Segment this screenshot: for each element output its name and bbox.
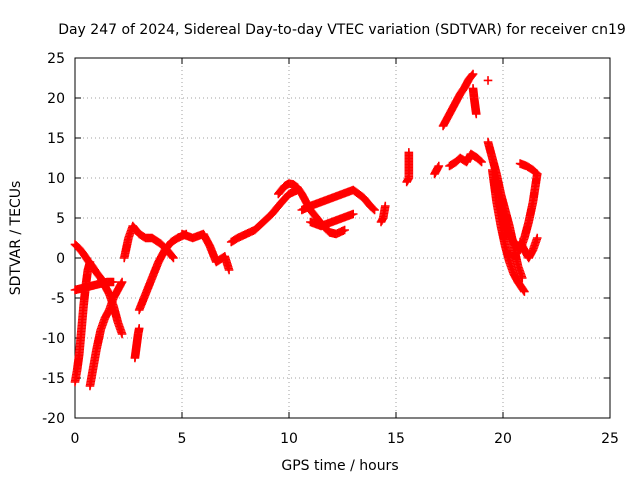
x-axis-label: GPS time / hours <box>281 458 398 474</box>
data-point <box>531 168 541 178</box>
chart-title: Day 247 of 2024, Sidereal Day-to-day VTE… <box>58 22 626 38</box>
data-point <box>134 324 144 333</box>
data-point <box>348 209 358 219</box>
data-point <box>340 225 349 235</box>
data-point <box>381 201 390 211</box>
data-point <box>476 156 485 166</box>
x-tick-label: 20 <box>494 431 512 447</box>
y-axis-label: SDTVAR / TECUs <box>8 181 24 296</box>
data-point <box>85 257 95 267</box>
data-point <box>471 109 481 119</box>
y-tick-label: 10 <box>47 171 65 187</box>
plot-frame <box>74 57 611 419</box>
data-point <box>370 205 379 215</box>
y-tick-label: 20 <box>47 91 65 107</box>
data-point <box>404 148 414 157</box>
y-tick-label: 25 <box>47 51 65 67</box>
y-tick-label: 0 <box>56 251 65 267</box>
x-tick-label: 10 <box>280 431 298 447</box>
data-point <box>117 329 127 339</box>
x-tick-label: 15 <box>387 431 405 447</box>
data-points <box>70 69 542 391</box>
data-point <box>532 233 542 243</box>
data-point <box>532 169 542 179</box>
data-point <box>169 253 178 263</box>
axes: -20 -15 -10 -5 0 5 10 15 20 25 0 5 10 15 20 25 <box>42 51 619 447</box>
y-tick-label: -10 <box>42 331 65 347</box>
data-point <box>468 69 478 79</box>
data-point <box>434 161 444 171</box>
data-point <box>519 286 528 295</box>
data-point <box>224 265 234 275</box>
y-tick-label: -15 <box>42 371 65 387</box>
y-tick-label: -20 <box>42 411 65 427</box>
data-point <box>109 277 118 287</box>
data-point <box>467 70 477 80</box>
data-point <box>477 157 486 167</box>
x-tick-label: 0 <box>71 431 80 447</box>
data-point <box>168 252 177 262</box>
y-tick-label: -5 <box>51 291 65 307</box>
y-tick-label: 5 <box>56 211 65 227</box>
data-point <box>369 204 378 214</box>
data-point <box>483 76 493 85</box>
x-tick-label: 5 <box>178 431 187 447</box>
data-point <box>117 277 127 287</box>
y-tick-label: 15 <box>47 131 65 147</box>
x-tick-label: 25 <box>601 431 619 447</box>
data-point <box>520 287 529 296</box>
